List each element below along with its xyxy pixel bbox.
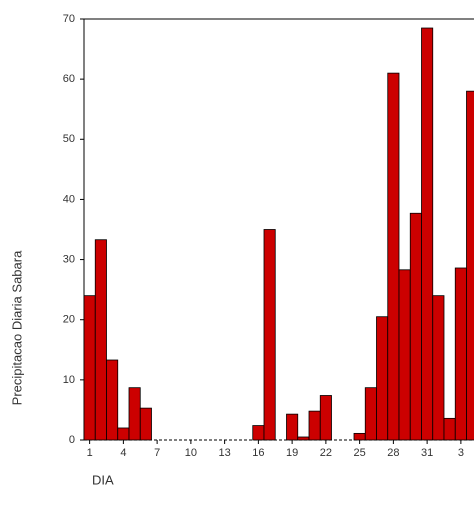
bar — [409, 212, 422, 441]
bar — [83, 295, 96, 441]
y-tick-label: 20 — [63, 314, 75, 326]
y-tick-label: 10 — [63, 374, 75, 386]
bar — [252, 425, 265, 441]
bar — [94, 239, 107, 441]
bar — [376, 316, 389, 441]
x-tick-label: 7 — [154, 447, 160, 459]
x-tick-label: 28 — [387, 447, 399, 459]
x-axis-label: DIA — [92, 472, 114, 487]
bar — [454, 267, 467, 441]
y-axis-label: Precipitacao Diaria Sabara — [9, 250, 24, 405]
bar — [297, 436, 310, 441]
y-tick-label: 70 — [63, 13, 75, 25]
x-tick-label: 31 — [421, 447, 433, 459]
x-tick-label: 16 — [252, 447, 264, 459]
bar — [319, 395, 332, 441]
y-tick-label: 0 — [69, 434, 75, 446]
bar — [353, 432, 366, 441]
bar — [432, 295, 445, 441]
bar — [117, 427, 130, 441]
bar — [398, 269, 411, 441]
x-tick-label: 4 — [120, 447, 126, 459]
y-tick-label: 50 — [63, 133, 75, 145]
y-tick-label: 40 — [63, 193, 75, 205]
bar — [364, 387, 377, 441]
bar — [139, 407, 152, 441]
bar — [443, 417, 456, 441]
x-tick-label: 25 — [354, 447, 366, 459]
bar — [128, 387, 141, 441]
bar — [308, 410, 321, 441]
bar — [387, 72, 400, 441]
bar — [286, 413, 299, 441]
bar — [106, 359, 119, 441]
y-tick-label: 30 — [63, 253, 75, 265]
plot-area — [80, 18, 474, 444]
y-tick-label: 60 — [63, 73, 75, 85]
x-tick-label: 13 — [219, 447, 231, 459]
bar — [263, 229, 276, 441]
bar — [466, 90, 474, 441]
x-tick-label: 10 — [185, 447, 197, 459]
bar — [421, 27, 434, 441]
x-tick-label: 22 — [320, 447, 332, 459]
x-tick-label: 19 — [286, 447, 298, 459]
x-tick-label: 1 — [87, 447, 93, 459]
x-tick-label: 3 — [458, 447, 464, 459]
